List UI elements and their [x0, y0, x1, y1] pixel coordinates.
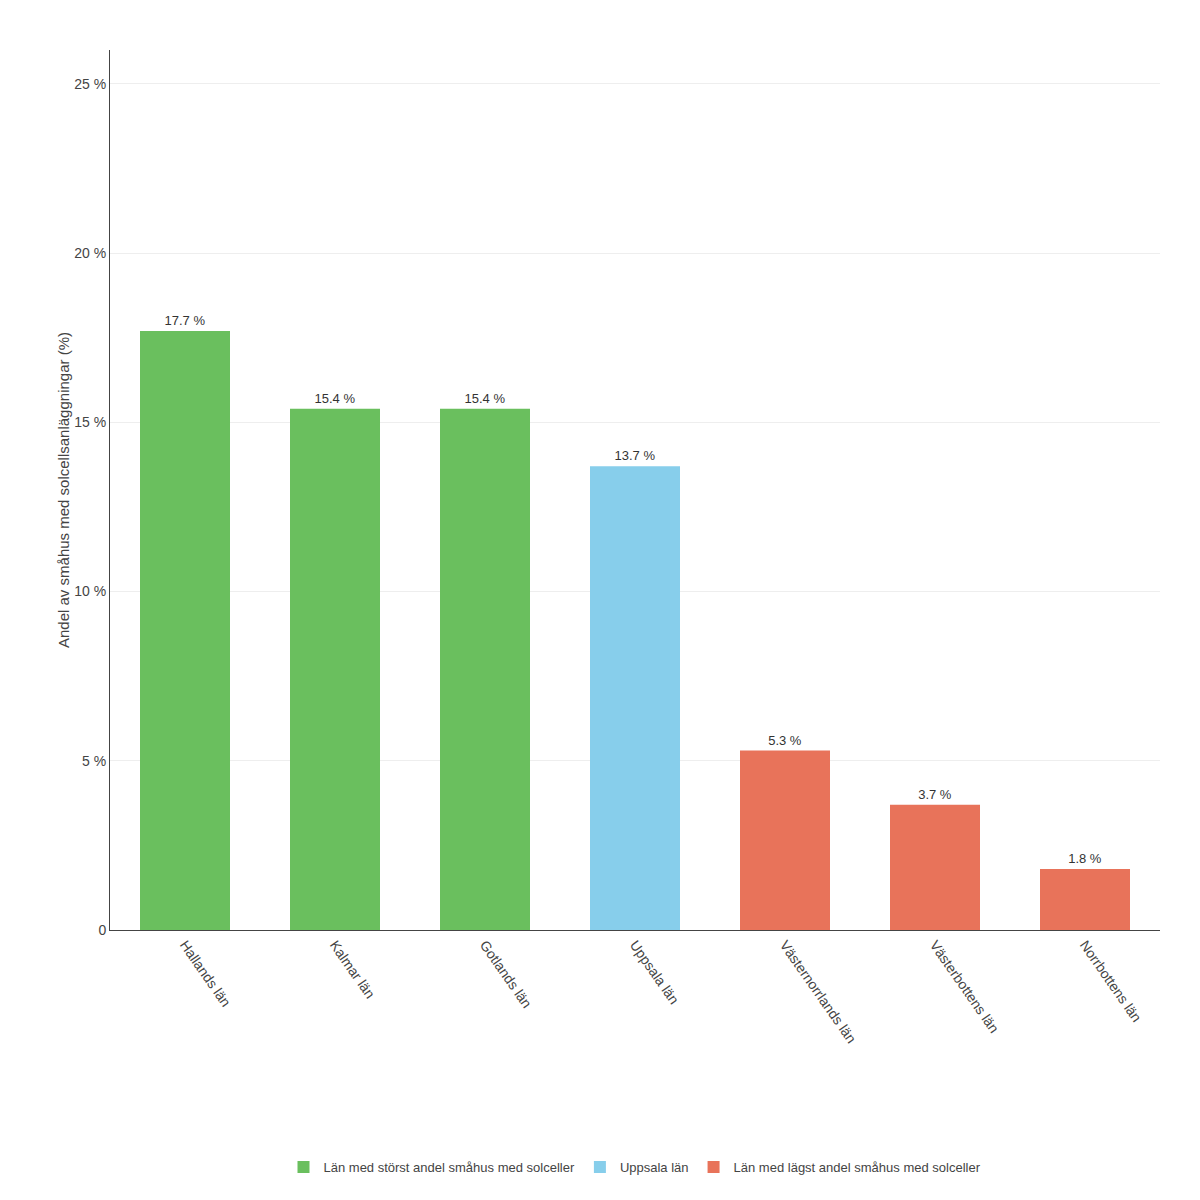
svg-text:1.8 %: 1.8 %: [1068, 851, 1102, 866]
svg-text:Uppsala län: Uppsala län: [620, 1160, 689, 1175]
svg-text:Län med störst andel småhus me: Län med störst andel småhus med solcelle…: [324, 1160, 575, 1175]
svg-text:Andel av småhus med solcellsan: Andel av småhus med solcellsanläggningar…: [55, 332, 72, 648]
svg-text:13.7 %: 13.7 %: [615, 448, 656, 463]
svg-text:Västerbottens län: Västerbottens län: [927, 937, 1003, 1035]
svg-text:15.4 %: 15.4 %: [465, 391, 506, 406]
svg-text:Hallands län: Hallands län: [177, 937, 234, 1009]
svg-text:Norrbottens län: Norrbottens län: [1077, 937, 1145, 1025]
svg-text:Kalmar län: Kalmar län: [327, 937, 378, 1001]
svg-text:3.7 %: 3.7 %: [918, 787, 952, 802]
svg-text:17.7 %: 17.7 %: [165, 313, 206, 328]
svg-text:10 %: 10 %: [74, 583, 106, 599]
svg-text:5.3 %: 5.3 %: [768, 733, 802, 748]
svg-text:Uppsala län: Uppsala län: [627, 937, 683, 1007]
svg-text:Västernorrlands län: Västernorrlands län: [777, 937, 860, 1046]
svg-text:15 %: 15 %: [74, 414, 106, 430]
svg-text:20 %: 20 %: [74, 245, 106, 261]
svg-text:25 %: 25 %: [74, 76, 106, 92]
svg-text:5 %: 5 %: [82, 753, 106, 769]
svg-text:Gotlands län: Gotlands län: [477, 937, 535, 1011]
svg-text:0: 0: [98, 922, 106, 938]
svg-text:Län med lägst andel småhus med: Län med lägst andel småhus med solceller: [734, 1160, 981, 1175]
svg-text:15.4 %: 15.4 %: [315, 391, 356, 406]
